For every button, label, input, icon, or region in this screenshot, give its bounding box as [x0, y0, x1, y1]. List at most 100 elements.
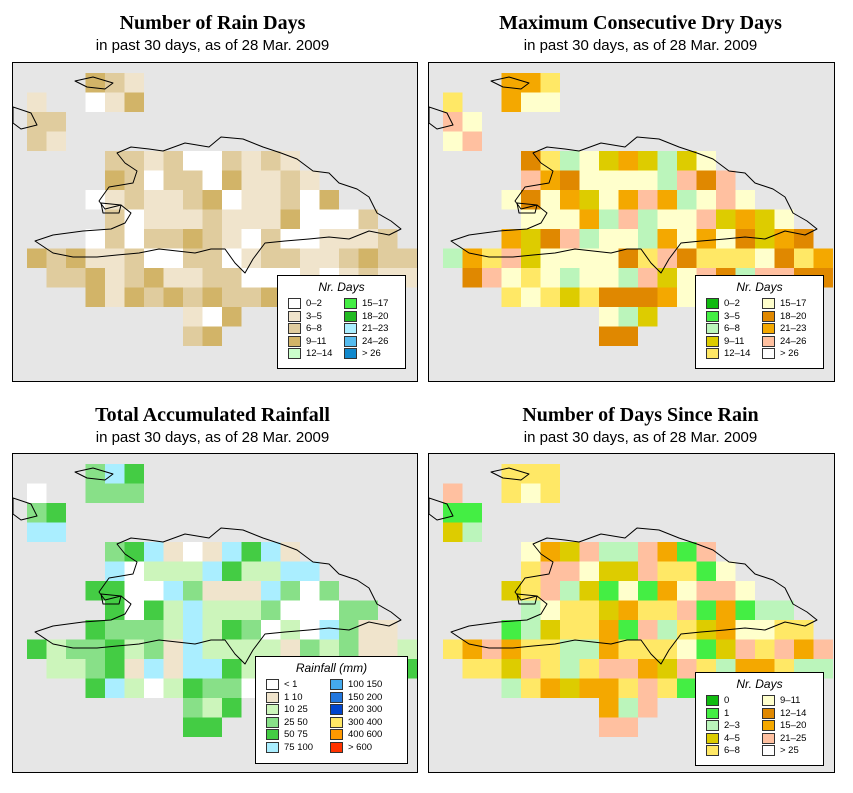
- grid-cell: [599, 151, 619, 171]
- map-area: Nr. Days 0–2 3–5 6–8 9–11 12–14 15–17 18–20 21–…: [428, 62, 835, 382]
- island-coastline: [450, 136, 818, 274]
- grid-cell: [540, 659, 560, 679]
- grid-cell: [124, 639, 144, 659]
- grid-cell: [638, 659, 658, 679]
- grid-cell: [46, 639, 66, 659]
- grid-cell: [735, 600, 755, 620]
- grid-cell: [183, 639, 203, 659]
- legend-label: 6–8: [724, 745, 740, 756]
- grid-cell: [677, 287, 697, 307]
- grid-cell: [27, 92, 47, 112]
- grid-cell: [105, 542, 125, 562]
- rain-days-panel: Number of Rain Days in past 30 days, as …: [0, 0, 425, 390]
- grid-cell: [183, 229, 203, 249]
- islet-coastline: [490, 76, 530, 90]
- grid-cell: [144, 600, 164, 620]
- grid-cell: [261, 229, 281, 249]
- grid-cell: [183, 287, 203, 307]
- grid-cell: [300, 170, 320, 190]
- legend-label: 21–23: [780, 323, 807, 334]
- grid-cell: [280, 170, 300, 190]
- grid-cell: [319, 639, 339, 659]
- grid-cell: [657, 248, 677, 268]
- grid-cell: [144, 248, 164, 268]
- grid-cell: [638, 287, 658, 307]
- grid-cell: [319, 620, 339, 640]
- grid-cell: [163, 639, 183, 659]
- grid-cell: [599, 170, 619, 190]
- legend-swatch: [762, 323, 775, 334]
- grid-cell: [443, 522, 463, 542]
- grid-cell: [638, 698, 658, 718]
- panel-subtitle: in past 30 days, as of 28 Mar. 2009: [95, 37, 330, 54]
- grid-cell: [735, 581, 755, 601]
- grid-cell: [144, 620, 164, 640]
- grid-cell: [638, 170, 658, 190]
- grid-cell: [144, 151, 164, 171]
- grid-cell: [540, 464, 560, 484]
- grid-cell: [443, 483, 463, 503]
- grid-cell: [443, 639, 463, 659]
- legend-swatch: [344, 348, 357, 359]
- legend-label: 100 150: [348, 679, 383, 690]
- grid-cell: [618, 287, 638, 307]
- grid-cell: [618, 600, 638, 620]
- grid-cell: [638, 600, 658, 620]
- grid-cell: [579, 190, 599, 210]
- grid-cell: [163, 561, 183, 581]
- legend-label: 1: [724, 707, 730, 719]
- legend-label: 75 100: [284, 741, 314, 753]
- island-coastline: [450, 527, 818, 665]
- grid-cell: [696, 561, 716, 581]
- grid-cell: [618, 268, 638, 288]
- grid-cell: [501, 190, 521, 210]
- grid-cell: [657, 268, 677, 288]
- grid-cell: [46, 268, 66, 288]
- grid-cell: [358, 600, 378, 620]
- grid-cell: [677, 209, 697, 229]
- map-area: Nr. Days 0–2 3–5 6–8 9–11 12–14 15–17 18–20 21–…: [12, 62, 418, 382]
- grid-cell: [144, 678, 164, 698]
- grid-cell: [163, 581, 183, 601]
- grid-cell: [755, 248, 775, 268]
- grid-cell: [46, 131, 66, 151]
- grid-cell: [241, 190, 261, 210]
- map-legend: Nr. Days 0–2 3–5 6–8 9–11 12–14 15–17 18–20 21–…: [277, 275, 406, 369]
- grid-cell: [222, 561, 242, 581]
- legend-swatch: [706, 348, 719, 359]
- grid-cell: [241, 287, 261, 307]
- legend-label: 3–5: [724, 310, 740, 322]
- legend-label: 24–26: [780, 335, 807, 347]
- islet-coastline: [13, 106, 38, 130]
- grid-cell: [280, 581, 300, 601]
- grid-cell: [540, 542, 560, 562]
- grid-cell: [501, 268, 521, 288]
- grid-cell: [105, 170, 125, 190]
- legend-label: 18–20: [362, 310, 389, 322]
- grid-cell: [300, 190, 320, 210]
- grid-cell: [222, 229, 242, 249]
- grid-cell: [105, 659, 125, 679]
- grid-cell: [657, 678, 677, 698]
- grid-cell: [579, 542, 599, 562]
- accumulated-rainfall-panel: Total Accumulated Rainfall in past 30 da…: [0, 396, 425, 793]
- grid-cell: [280, 190, 300, 210]
- grid-cell: [183, 151, 203, 171]
- grid-cell: [560, 268, 580, 288]
- grid-cell: [579, 620, 599, 640]
- grid-cell: [105, 287, 125, 307]
- grid-cell: [163, 268, 183, 288]
- island-coastline: [34, 136, 402, 274]
- grid-cell: [163, 229, 183, 249]
- legend-label: 0–2: [306, 298, 322, 309]
- grid-cell: [560, 639, 580, 659]
- grid-cell: [280, 542, 300, 562]
- legend-label: 50 75: [284, 729, 308, 740]
- grid-cell: [280, 151, 300, 171]
- grid-cell: [618, 620, 638, 640]
- legend-title: Nr. Days: [318, 280, 365, 294]
- grid-cell: [222, 581, 242, 601]
- grid-cell: [85, 229, 105, 249]
- grid-cell: [638, 561, 658, 581]
- legend-label: < 1: [284, 679, 298, 690]
